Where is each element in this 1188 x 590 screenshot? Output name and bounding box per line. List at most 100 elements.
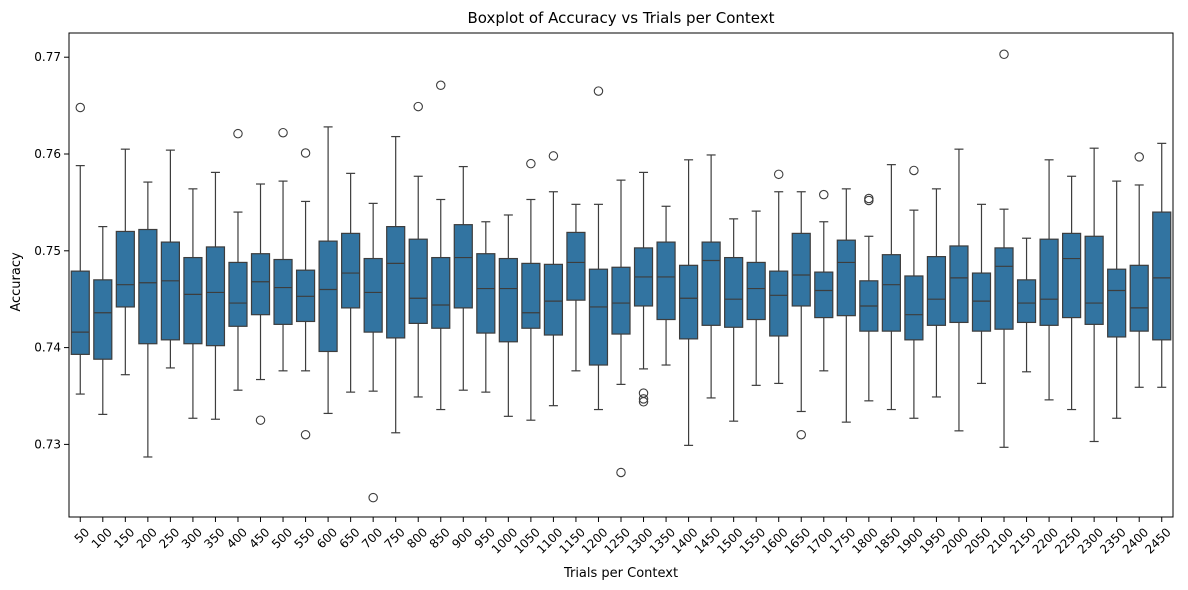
box <box>206 247 224 346</box>
box <box>251 254 269 315</box>
box <box>1063 233 1081 317</box>
box-group <box>995 50 1013 447</box>
box <box>544 264 562 335</box>
box <box>905 276 923 340</box>
box <box>612 267 630 334</box>
box <box>477 254 495 333</box>
box-group <box>1153 143 1171 387</box>
box-group <box>94 227 112 415</box>
box-group <box>342 173 360 392</box>
x-tick-label: 300 <box>179 525 205 551</box>
plot-area: 0.730.740.750.760.7750100150200250300350… <box>34 33 1174 557</box>
y-tick-label: 0.74 <box>34 341 61 355</box>
x-tick-label: 650 <box>337 525 363 551</box>
box <box>522 263 540 328</box>
box-group <box>747 211 765 385</box>
outlier-point <box>865 196 873 204</box>
box-group <box>589 87 607 410</box>
box <box>950 246 968 322</box>
outlier-point <box>369 493 377 501</box>
box-group <box>680 160 698 446</box>
box-group <box>206 172 224 419</box>
box <box>454 225 472 308</box>
box <box>995 248 1013 329</box>
box-group <box>567 204 585 370</box>
outlier-point <box>549 152 557 160</box>
x-axis-title: Trials per Context <box>563 566 678 581</box>
box <box>815 272 833 317</box>
box-group <box>251 184 269 424</box>
box-group <box>860 194 878 401</box>
box <box>319 241 337 351</box>
box <box>702 242 720 325</box>
box-group <box>1130 153 1148 388</box>
box-group <box>116 149 134 375</box>
outlier-point <box>234 129 242 137</box>
box-group <box>499 215 517 416</box>
box <box>1130 265 1148 331</box>
x-tick-label: 400 <box>224 525 250 551</box>
box-group <box>522 159 540 420</box>
box <box>882 255 900 331</box>
box <box>1085 236 1103 324</box>
box-group <box>1040 160 1058 400</box>
box-group <box>657 206 675 365</box>
x-tick-label: 450 <box>246 525 272 551</box>
box <box>792 233 810 306</box>
outlier-point <box>617 468 625 476</box>
box-group <box>409 102 427 397</box>
box-group <box>161 150 179 368</box>
outlier-point <box>301 149 309 157</box>
box <box>342 233 360 308</box>
box-group <box>1063 176 1081 409</box>
chart-title: Boxplot of Accuracy vs Trials per Contex… <box>467 9 774 27</box>
outlier-point <box>301 431 309 439</box>
outlier-point <box>775 170 783 178</box>
box <box>364 259 382 333</box>
outlier-point <box>1000 50 1008 58</box>
box <box>657 242 675 319</box>
box-group <box>927 189 945 397</box>
box-group <box>905 166 923 418</box>
outlier-point <box>76 103 84 111</box>
x-tick-label: 200 <box>134 525 160 551</box>
box-group <box>837 189 855 422</box>
box-group <box>972 204 990 383</box>
y-tick-label: 0.73 <box>34 437 61 451</box>
box <box>387 227 405 338</box>
x-tick-label: 350 <box>201 525 227 551</box>
box-group <box>612 180 630 477</box>
box-group <box>1085 148 1103 441</box>
box <box>680 265 698 339</box>
box-group <box>139 182 157 457</box>
box-group <box>702 155 720 398</box>
box-group <box>319 127 337 414</box>
box-group <box>71 103 89 394</box>
box-group <box>1018 238 1036 372</box>
box <box>589 269 607 365</box>
outlier-point <box>820 190 828 198</box>
box-group <box>770 170 788 383</box>
outlier-point <box>594 87 602 95</box>
box <box>432 258 450 329</box>
box <box>409 239 427 323</box>
x-tick-label: 600 <box>314 525 340 551</box>
x-tick-label: 250 <box>156 525 182 551</box>
x-tick-label: 2450 <box>1142 525 1173 556</box>
x-tick-label: 550 <box>292 525 318 551</box>
y-axis-title: Accuracy <box>9 252 24 312</box>
box <box>837 240 855 316</box>
box <box>161 242 179 340</box>
x-tick-label: 900 <box>449 525 475 551</box>
box <box>94 280 112 359</box>
box-group <box>432 81 450 409</box>
box-group <box>815 190 833 370</box>
y-tick-label: 0.76 <box>34 147 61 161</box>
outlier-point <box>256 416 264 424</box>
box-group <box>1108 181 1126 418</box>
box-group <box>477 222 495 392</box>
box <box>770 271 788 336</box>
outlier-point <box>414 102 422 110</box>
box <box>274 260 292 325</box>
